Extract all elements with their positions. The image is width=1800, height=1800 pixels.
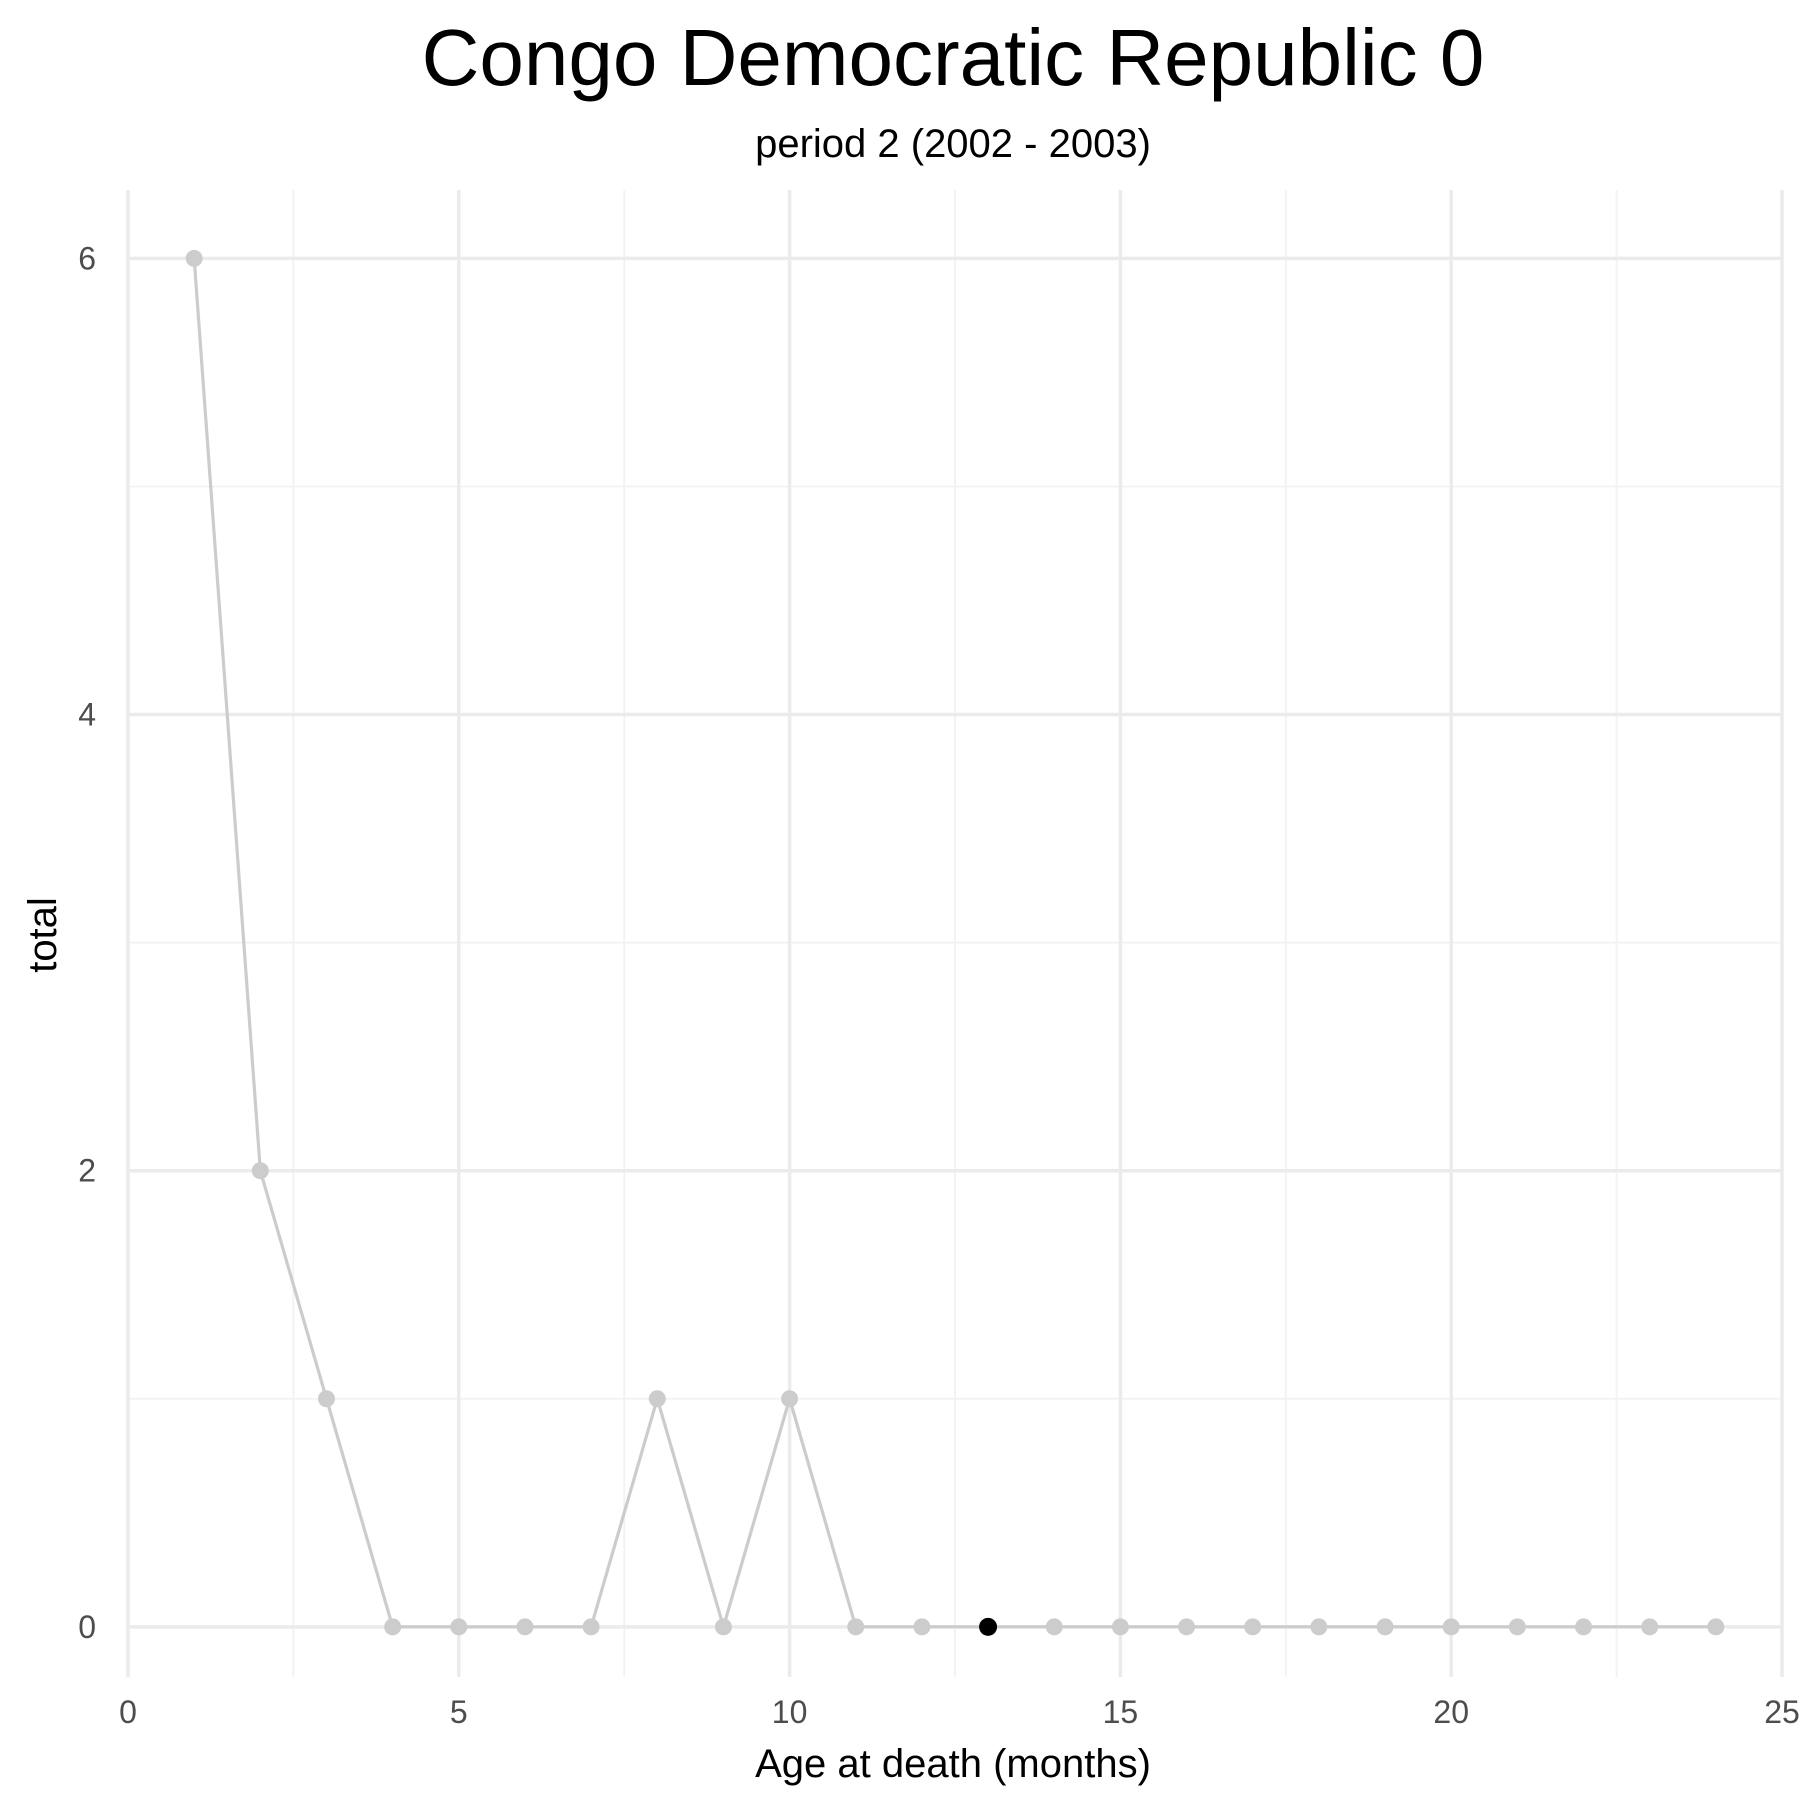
grid-layer: [126, 190, 1784, 1677]
data-point: [648, 1390, 666, 1408]
highlighted-data-point: [979, 1617, 998, 1636]
data-point: [714, 1618, 732, 1636]
data-point: [781, 1390, 799, 1408]
data-point: [1376, 1618, 1394, 1636]
y-tick-label: 0: [78, 1609, 96, 1645]
x-tick-label: 15: [1103, 1694, 1139, 1730]
data-point: [1641, 1618, 1659, 1636]
data-point: [516, 1618, 534, 1636]
data-point: [847, 1618, 865, 1636]
data-point: [1310, 1618, 1328, 1636]
data-point: [384, 1618, 402, 1636]
x-tick-label: 5: [450, 1694, 468, 1730]
series-line: [192, 258, 1716, 1629]
data-point: [450, 1618, 468, 1636]
x-axis-title: Age at death (months): [755, 1742, 1151, 1786]
x-tick-label: 20: [1433, 1694, 1469, 1730]
y-tick-label: 6: [78, 240, 96, 276]
data-point: [1045, 1618, 1063, 1636]
data-point: [1178, 1618, 1196, 1636]
x-tick-label: 0: [119, 1694, 137, 1730]
x-tick-label: 25: [1764, 1694, 1800, 1730]
data-point: [1575, 1618, 1593, 1636]
y-axis-title: total: [21, 897, 65, 973]
data-point: [1244, 1618, 1262, 1636]
chart-subtitle: period 2 (2002 - 2003): [755, 122, 1151, 166]
data-point: [317, 1390, 335, 1408]
data-point: [185, 249, 203, 267]
y-tick-label: 2: [78, 1153, 96, 1189]
x-tick-label: 10: [772, 1694, 808, 1730]
chart-title: Congo Democratic Republic 0: [422, 13, 1485, 102]
data-point: [913, 1618, 931, 1636]
data-point: [582, 1618, 600, 1636]
data-point: [1508, 1618, 1526, 1636]
data-point: [1111, 1618, 1129, 1636]
data-point: [1707, 1618, 1725, 1636]
y-tick-label: 4: [78, 697, 96, 733]
series-layer: [185, 249, 1725, 1636]
data-point: [251, 1162, 269, 1180]
tick-labels: 0 5 10 15 20 25 0 2 4 6: [78, 240, 1800, 1730]
data-point: [1442, 1618, 1460, 1636]
